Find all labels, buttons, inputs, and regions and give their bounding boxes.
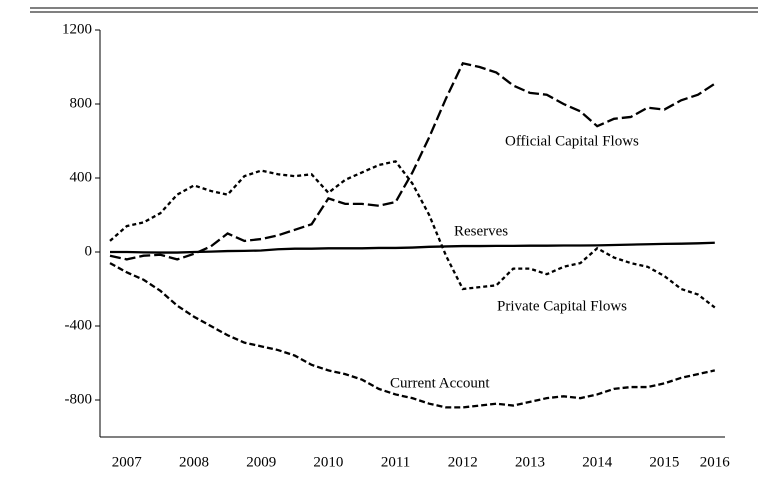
x-tick-label: 2014 xyxy=(582,454,613,470)
series-label: Official Capital Flows xyxy=(505,133,639,149)
series-line xyxy=(110,241,715,254)
y-tick-label: -800 xyxy=(65,391,93,407)
x-tick-label: 2011 xyxy=(381,454,410,470)
x-tick-label: 2008 xyxy=(179,454,209,470)
series-line xyxy=(109,160,716,309)
y-tick-label: 800 xyxy=(70,95,93,111)
x-tick-label: 2015 xyxy=(649,454,679,470)
y-tick-label: 1200 xyxy=(62,21,92,37)
series-line xyxy=(109,61,716,261)
y-tick-label: 0 xyxy=(85,243,93,259)
x-tick-label: 2013 xyxy=(515,454,545,470)
series-label: Current Account xyxy=(390,375,490,391)
y-tick-label: 400 xyxy=(70,169,93,185)
series-label: Reserves xyxy=(454,223,508,239)
x-tick-label: 2012 xyxy=(448,454,478,470)
x-tick-label: 2009 xyxy=(246,454,276,470)
x-tick-label: 2007 xyxy=(112,454,143,470)
series-line xyxy=(109,262,716,409)
x-tick-label: 2016 xyxy=(700,454,731,470)
y-tick-label: -400 xyxy=(65,317,93,333)
series-label: Private Capital Flows xyxy=(497,298,627,314)
x-tick-label: 2010 xyxy=(313,454,343,470)
